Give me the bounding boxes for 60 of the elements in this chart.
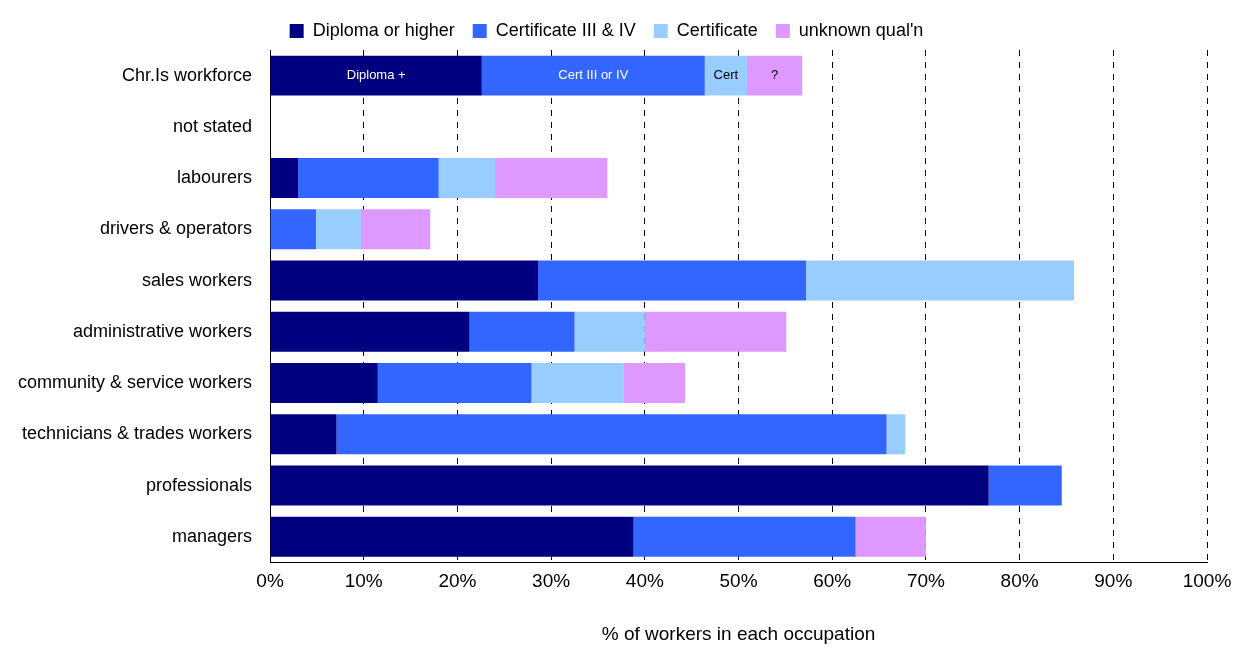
bar [538, 260, 806, 301]
bar [633, 516, 856, 557]
y-tick-label: labourers [177, 167, 253, 188]
legend-label: unknown qual'n [798, 19, 924, 40]
data-label: ? [770, 67, 779, 83]
bar [494, 158, 608, 199]
bar [644, 311, 787, 352]
bar [270, 55, 482, 96]
bar [988, 465, 1062, 506]
y-tick-label: managers [172, 525, 253, 546]
bar [336, 414, 887, 455]
x-tick-label: 30% [532, 570, 571, 592]
y-tick-label: Chr.Is workforce [122, 64, 253, 85]
bar [481, 55, 705, 96]
bar [805, 260, 1074, 301]
y-tick-label: sales workers [142, 269, 253, 290]
bar [438, 158, 495, 199]
legend-label: Certificate [676, 19, 758, 40]
data-label: Diploma + [346, 67, 406, 83]
y-tick-label: not stated [172, 115, 253, 136]
bar [623, 363, 686, 404]
bar [315, 209, 361, 250]
bar [270, 311, 470, 352]
bar [574, 311, 645, 352]
bar [469, 311, 575, 352]
bar [298, 158, 439, 199]
bar [377, 363, 532, 404]
y-tick-label: drivers & operators [99, 218, 253, 239]
y-tick-label: administrative workers [72, 320, 253, 341]
legend-label: Certificate III & IV [495, 19, 636, 40]
y-tick-label: technicians & trades workers [21, 423, 253, 444]
x-tick-label: 100% [1182, 570, 1232, 592]
x-tick-label: 80% [1000, 570, 1039, 592]
bar [270, 516, 634, 557]
bar [270, 414, 337, 455]
bar [270, 260, 539, 301]
bar [746, 55, 803, 96]
bar [531, 363, 624, 404]
x-tick-label: 60% [813, 570, 852, 592]
data-label: Cert [713, 67, 739, 83]
bar [270, 465, 989, 506]
bar [270, 363, 378, 404]
y-tick-label: professionals [145, 474, 253, 495]
legend-label: Diploma or higher [312, 19, 455, 40]
x-tick-label: 40% [625, 570, 664, 592]
bar [270, 209, 316, 250]
x-tick-label: 0% [256, 570, 284, 592]
x-tick-label: 10% [344, 570, 383, 592]
bar [886, 414, 906, 455]
x-tick-label: 50% [719, 570, 758, 592]
x-axis-title: % of workers in each occupation [601, 622, 876, 644]
x-tick-label: 20% [438, 570, 477, 592]
x-tick-label: 90% [1094, 570, 1133, 592]
data-label: Cert III or IV [558, 67, 629, 83]
bar [855, 516, 926, 557]
bar [704, 55, 747, 96]
y-tick-label: community & service workers [17, 372, 253, 393]
bar [270, 158, 299, 199]
x-tick-label: 70% [906, 570, 946, 592]
bar [360, 209, 431, 250]
